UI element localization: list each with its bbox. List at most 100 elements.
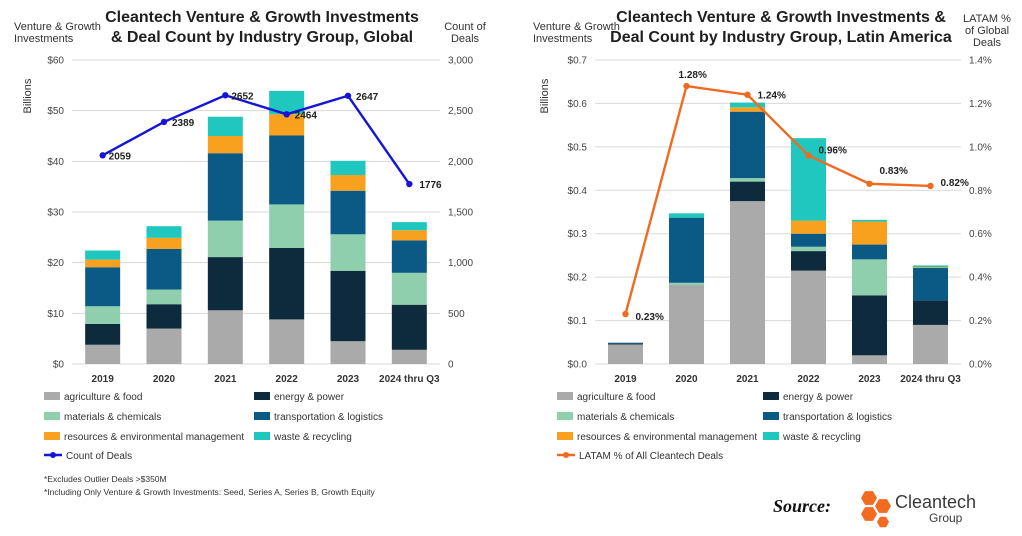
series-line [102,93,411,185]
legend-label: resources & environmental management [64,432,244,443]
bar-segment-agriculture [269,319,305,364]
bar-segment-resources [146,237,182,249]
legend-label: materials & chemicals [64,412,161,423]
legend-swatch [44,412,60,420]
legend-label: LATAM % of All Cleantech Deals [579,451,723,462]
bar-segment-materials [669,282,704,285]
line-point [99,152,106,159]
bar-segment-agriculture [730,201,765,364]
line-data-label: 1776 [419,180,442,191]
bar-segment-waste [207,116,243,136]
legend-label: materials & chemicals [577,412,674,423]
legend-swatch [254,432,270,440]
line-point [406,180,413,188]
footnote: *Including Only Venture & Growth Investm… [44,487,375,497]
line-point [344,92,352,99]
bar-segment-materials [730,178,765,182]
y2-tick-label: 1.4% [969,56,992,67]
bar-segment-energy [791,251,826,271]
y-tick-label: $0 [53,360,65,371]
legend-swatch [254,412,270,420]
left-axis-unit: Billions [22,78,34,113]
bar-segment-energy [330,270,366,342]
bar-segment-materials [85,306,121,324]
bar-segment-materials [146,289,182,305]
y2-tick-label: 0.0% [969,360,992,371]
y2-tick-label: 0.2% [969,316,992,327]
legend-label: Count of Deals [66,451,132,462]
y-tick-label: $60 [47,56,64,67]
bar-segment-transportation [330,190,366,235]
logo-hex [877,516,889,528]
bar-segment-resources [791,220,826,234]
bar-segment-waste [330,160,366,176]
chart-title-line: & Deal Count by Industry Group, Global [111,29,413,46]
bar-segment-agriculture [330,341,366,364]
bar-segment-transportation [913,268,948,301]
bar-segment-resources [330,175,366,191]
logo-sub: Group [929,511,963,525]
y-tick-label: $0.6 [568,99,588,110]
bar-segment-transportation [608,342,643,344]
right-axis-caption: Deals [451,33,480,45]
line-data-label: 2464 [295,110,318,121]
y2-tick-label: 0.6% [969,229,992,240]
line-data-label: 2647 [356,92,379,103]
bar-segment-transportation [852,244,887,260]
bar-segment-transportation [85,267,121,307]
line-point [683,82,690,90]
y-tick-label: $0.7 [568,56,588,67]
y-tick-label: $50 [47,106,64,117]
source-label: Source: [773,496,831,516]
bar-segment-resources [852,221,887,245]
bar-segment-resources [207,136,243,154]
bar-segment-energy [730,181,765,202]
x-category-label: 2019 [614,374,637,385]
bar-segment-waste [146,226,182,238]
x-category-label: 2023 [337,374,360,385]
bar-segment-agriculture [608,344,643,364]
y2-tick-label: 2,500 [448,106,473,117]
line-data-label: 1.24% [758,91,786,102]
bar-segment-transportation [730,111,765,179]
legend-swatch [44,392,60,400]
bar-segment-transportation [791,233,826,247]
right-axis-caption: LATAM % [963,13,1011,25]
bar-segment-transportation [146,248,182,290]
bar-segment-energy [913,300,948,325]
bar-segment-energy [391,304,427,350]
legend-label: resources & environmental management [577,432,757,443]
bar-segment-energy [269,247,305,320]
bar-segment-materials [791,246,826,252]
y2-tick-label: 3,000 [448,56,473,67]
y-tick-label: $10 [47,309,64,320]
bar-segment-resources [913,267,948,269]
bar-segment-resources [730,107,765,112]
legend-swatch [254,392,270,400]
logo-name: Cleantech [895,492,976,512]
bar-segment-energy [608,343,643,345]
legend-swatch [557,412,573,420]
bar-segment-materials [391,272,427,305]
bar-segment-agriculture [146,328,182,364]
bar-segment-waste [852,219,887,222]
line-point [283,111,290,118]
y-tick-label: $30 [47,208,64,219]
bar-segment-agriculture [852,355,887,364]
bar-segment-agriculture [85,344,121,364]
line-point [927,182,934,190]
y2-tick-label: 1.2% [969,99,992,110]
left-axis-unit: Billions [539,78,551,113]
legend-label: transportation & logistics [274,412,383,423]
legend-label: energy & power [783,392,854,403]
logo-hex [861,507,877,521]
legend-label: waste & recycling [273,432,352,443]
legend-swatch [763,392,779,400]
bar-segment-agriculture [669,284,704,364]
line-point [160,118,168,126]
line-data-label: 0.23% [636,312,664,323]
y-tick-label: $40 [47,157,64,168]
y-tick-label: $0.0 [568,360,588,371]
bar-segment-agriculture [791,270,826,364]
bar-segment-transportation [269,135,305,205]
